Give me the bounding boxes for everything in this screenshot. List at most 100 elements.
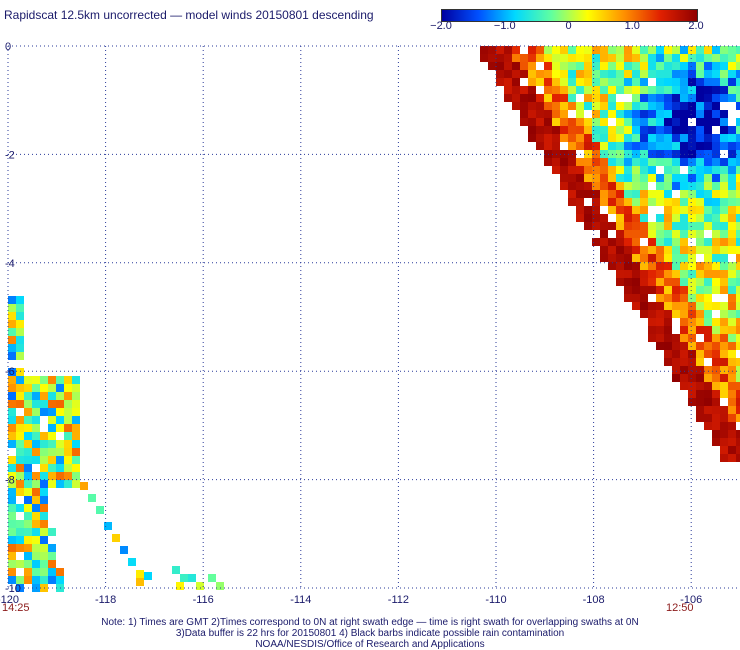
wind-diff-cell bbox=[544, 86, 552, 94]
wind-diff-cell bbox=[544, 158, 552, 166]
wind-diff-cell bbox=[680, 278, 688, 286]
wind-diff-cell bbox=[736, 358, 740, 366]
wind-diff-cell bbox=[696, 102, 704, 110]
wind-diff-cell bbox=[632, 206, 640, 214]
wind-diff-cell bbox=[40, 480, 48, 488]
wind-diff-cell bbox=[536, 142, 544, 150]
wind-diff-cell bbox=[528, 78, 536, 86]
wind-diff-cell bbox=[616, 62, 624, 70]
wind-diff-cell bbox=[720, 94, 728, 102]
wind-diff-cell bbox=[584, 142, 592, 150]
wind-diff-cell bbox=[640, 198, 648, 206]
wind-diff-cell bbox=[704, 382, 712, 390]
wind-diff-cell bbox=[680, 70, 688, 78]
wind-diff-cell bbox=[632, 198, 640, 206]
wind-diff-cell bbox=[576, 70, 584, 78]
wind-diff-cell bbox=[632, 190, 640, 198]
wind-diff-cell bbox=[72, 448, 80, 456]
wind-diff-cell bbox=[728, 342, 736, 350]
wind-diff-cell bbox=[680, 54, 688, 62]
wind-diff-cell bbox=[544, 118, 552, 126]
wind-diff-cell bbox=[680, 246, 688, 254]
wind-diff-cell bbox=[680, 382, 688, 390]
wind-diff-cell bbox=[664, 310, 672, 318]
wind-diff-cell bbox=[16, 440, 24, 448]
wind-diff-cell bbox=[56, 440, 64, 448]
wind-diff-cell bbox=[680, 78, 688, 86]
wind-diff-cell bbox=[24, 536, 32, 544]
lat-tick-label: -8 bbox=[5, 475, 15, 487]
wind-diff-cell bbox=[728, 438, 736, 446]
wind-diff-cell bbox=[664, 86, 672, 94]
wind-diff-cell bbox=[576, 46, 584, 54]
wind-diff-cell bbox=[592, 214, 600, 222]
wind-diff-cell bbox=[496, 70, 504, 78]
wind-diff-cell bbox=[704, 94, 712, 102]
wind-diff-cell bbox=[736, 390, 740, 398]
wind-diff-cell bbox=[728, 398, 736, 406]
colorbar-tick-label: 0 bbox=[565, 20, 572, 32]
wind-diff-cell bbox=[32, 472, 40, 480]
wind-diff-cell bbox=[688, 166, 696, 174]
wind-diff-cell bbox=[712, 422, 720, 430]
wind-diff-cell bbox=[672, 262, 680, 270]
wind-diff-cell bbox=[568, 166, 576, 174]
wind-diff-cell bbox=[592, 78, 600, 86]
wind-diff-cell bbox=[712, 222, 720, 230]
wind-diff-cell bbox=[664, 62, 672, 70]
wind-diff-cell bbox=[552, 70, 560, 78]
wind-diff-cell bbox=[712, 286, 720, 294]
wind-diff-cell bbox=[720, 190, 728, 198]
wind-diff-cell bbox=[640, 70, 648, 78]
wind-diff-cell bbox=[704, 190, 712, 198]
wind-diff-cell bbox=[656, 126, 664, 134]
wind-diff-cell bbox=[504, 54, 512, 62]
wind-diff-cell bbox=[696, 230, 704, 238]
wind-diff-cell bbox=[560, 54, 568, 62]
wind-diff-cell bbox=[48, 456, 56, 464]
wind-diff-cell bbox=[680, 254, 688, 262]
wind-diff-cell bbox=[552, 86, 560, 94]
wind-diff-cell bbox=[568, 174, 576, 182]
wind-diff-cell bbox=[696, 62, 704, 70]
wind-diff-cell bbox=[72, 384, 80, 392]
wind-diff-cell bbox=[736, 158, 740, 166]
wind-diff-cell bbox=[704, 350, 712, 358]
wind-diff-cell bbox=[608, 54, 616, 62]
wind-diff-cell bbox=[736, 86, 740, 94]
wind-diff-cell bbox=[648, 278, 656, 286]
wind-diff-cell bbox=[480, 54, 488, 62]
wind-diff-cell bbox=[208, 574, 216, 582]
wind-diff-cell bbox=[632, 230, 640, 238]
wind-diff-cell bbox=[728, 198, 736, 206]
wind-diff-cell bbox=[712, 278, 720, 286]
wind-diff-cell bbox=[648, 174, 656, 182]
wind-diff-cell bbox=[680, 318, 688, 326]
wind-diff-cell bbox=[648, 270, 656, 278]
wind-diff-cell bbox=[728, 166, 736, 174]
wind-diff-cell bbox=[616, 246, 624, 254]
wind-diff-cell bbox=[40, 576, 48, 584]
wind-diff-cell bbox=[632, 94, 640, 102]
wind-diff-cell bbox=[736, 222, 740, 230]
wind-diff-cell bbox=[728, 94, 736, 102]
wind-diff-cell bbox=[720, 262, 728, 270]
wind-diff-cell bbox=[600, 182, 608, 190]
wind-diff-cell bbox=[600, 254, 608, 262]
wind-diff-cell bbox=[40, 392, 48, 400]
wind-diff-cell bbox=[704, 222, 712, 230]
wind-diff-cell bbox=[688, 86, 696, 94]
wind-diff-cell bbox=[696, 358, 704, 366]
wind-diff-cell bbox=[704, 302, 712, 310]
wind-diff-cell bbox=[704, 118, 712, 126]
wind-diff-cell bbox=[688, 94, 696, 102]
wind-diff-cell bbox=[64, 408, 72, 416]
wind-diff-cell bbox=[704, 206, 712, 214]
wind-diff-cell bbox=[24, 520, 32, 528]
wind-diff-cell bbox=[552, 62, 560, 70]
wind-diff-cell bbox=[656, 174, 664, 182]
wind-diff-cell bbox=[536, 78, 544, 86]
wind-diff-cell bbox=[24, 512, 32, 520]
wind-diff-cell bbox=[584, 70, 592, 78]
wind-diff-cell bbox=[600, 230, 608, 238]
